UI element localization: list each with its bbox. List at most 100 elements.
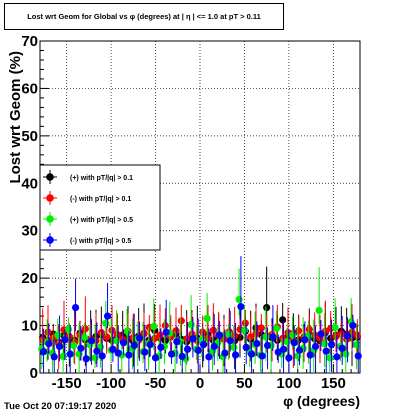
data-point	[237, 303, 245, 311]
data-point	[123, 327, 131, 335]
data-point	[288, 331, 297, 339]
data-point	[55, 342, 64, 351]
data-point	[173, 338, 181, 346]
data-point	[87, 337, 96, 345]
x-tick-label: 50	[236, 375, 253, 392]
data-point	[54, 331, 62, 339]
data-point	[71, 303, 80, 312]
grid	[40, 41, 360, 373]
data-point	[343, 332, 352, 340]
data-point	[247, 350, 256, 358]
data-point	[315, 306, 323, 314]
y-tick-label: 50	[21, 128, 38, 145]
data-point	[161, 321, 169, 330]
data-point	[224, 330, 233, 338]
data-point	[338, 344, 346, 352]
data-point	[290, 339, 298, 347]
data-point	[119, 339, 128, 347]
x-tick-label: 100	[276, 375, 301, 392]
y-tick-label: 40	[21, 175, 38, 192]
legend-label: (-) with pT/|q| > 0.5	[70, 238, 131, 245]
y-tick-label: 0	[30, 365, 38, 382]
data-point	[354, 352, 362, 360]
data-point	[151, 354, 160, 362]
data-point	[317, 330, 325, 338]
data-point	[82, 355, 90, 363]
legend-marker	[46, 173, 54, 181]
data-point	[258, 352, 266, 360]
x-tick-label: 150	[321, 375, 346, 392]
data-point	[263, 341, 272, 350]
data-point	[167, 350, 176, 358]
data-point	[64, 325, 73, 333]
data-point	[333, 353, 341, 361]
y-tick-label: 30	[21, 223, 38, 240]
y-axis-label: Lost wrt Geom (%)	[7, 51, 24, 184]
data-point	[114, 349, 122, 357]
data-point	[45, 339, 53, 348]
data-point	[320, 339, 329, 348]
data-point	[50, 353, 58, 361]
data-point	[269, 333, 277, 341]
chart-title: Lost wrt Geom for Global vs φ (degrees) …	[27, 12, 261, 21]
data-point	[140, 329, 148, 337]
data-point	[263, 303, 271, 312]
data-point	[157, 343, 165, 351]
data-point	[279, 345, 288, 353]
data-point	[125, 351, 133, 359]
data-point	[235, 295, 243, 304]
data-point	[141, 348, 149, 356]
data-point	[311, 331, 319, 339]
data-point	[151, 334, 159, 342]
data-point	[113, 330, 121, 339]
legend-marker	[46, 194, 54, 202]
data-point	[178, 352, 186, 360]
data-point	[215, 331, 224, 339]
data-point	[226, 337, 234, 345]
data-point	[199, 340, 208, 349]
title-box: Lost wrt Geom for Global vs φ (degrees) …	[4, 3, 284, 30]
y-tick-label: 10	[21, 318, 38, 335]
data-point	[285, 354, 293, 362]
legend-marker	[46, 215, 54, 223]
x-tick-label: 0	[196, 375, 204, 392]
data-point	[135, 334, 144, 342]
data-point	[102, 319, 110, 327]
data-point	[327, 340, 336, 349]
data-point	[66, 350, 74, 358]
data-point	[130, 341, 138, 350]
legend-label: (+) with pT/|q| > 0.5	[70, 217, 133, 224]
data-point	[172, 327, 180, 335]
data-point	[220, 335, 228, 343]
data-point	[210, 342, 218, 351]
data-point	[44, 328, 52, 336]
data-point	[311, 342, 320, 351]
data-point	[252, 330, 260, 338]
data-point	[295, 327, 303, 335]
data-point	[108, 326, 116, 334]
x-tick-label: -100	[96, 375, 126, 392]
data-point	[97, 329, 105, 337]
data-point	[283, 338, 291, 346]
data-point	[301, 336, 309, 344]
data-point	[177, 317, 185, 325]
y-tick-label: 20	[21, 270, 38, 287]
data-point	[59, 352, 67, 360]
data-point	[146, 340, 154, 349]
data-point	[77, 344, 85, 352]
data-point	[103, 312, 112, 320]
data-point	[322, 347, 330, 355]
timestamp: Tue Oct 20 07:19:17 2020	[4, 401, 117, 412]
data-point	[205, 353, 213, 361]
data-point	[187, 321, 195, 329]
data-point	[91, 354, 99, 362]
x-tick-label: -150	[52, 375, 82, 392]
data-point	[81, 325, 89, 333]
data-point	[109, 345, 117, 353]
legend-label: (+) with pT/|q| > 0.1	[70, 175, 133, 182]
x-tick-label: -50	[145, 375, 167, 392]
data-point	[247, 333, 255, 341]
data-point	[162, 328, 170, 336]
data-point	[274, 348, 282, 356]
data-point	[150, 322, 158, 331]
